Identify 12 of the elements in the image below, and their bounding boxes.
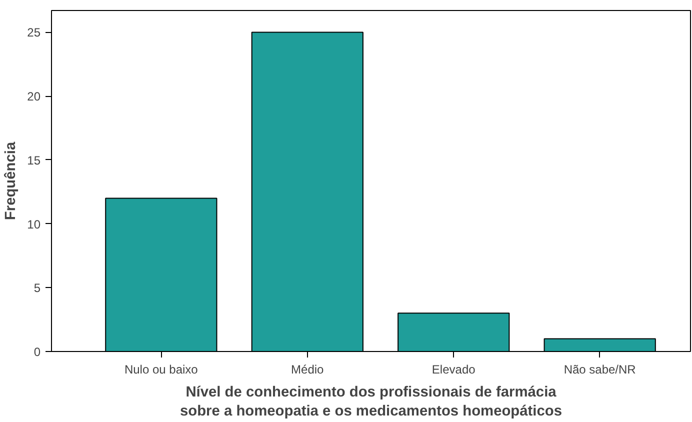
x-tick-label: Elevado <box>432 362 476 376</box>
y-tick-label: 25 <box>27 26 41 40</box>
x-axis-title: Nível de conhecimento dos profissionais de farmácia sobre a homeopatia e os medicamentos homeopáticos <box>180 384 562 420</box>
x-tick-label: Não sabe/NR <box>564 362 636 376</box>
y-tick-label: 15 <box>27 153 41 168</box>
y-tick-label: 0 <box>34 345 41 359</box>
x-tick-label: Nulo ou baixo <box>124 362 198 376</box>
y-tick-label: 10 <box>27 217 41 232</box>
y-tick-label: 5 <box>34 281 41 296</box>
y-tick-label: 20 <box>27 90 41 104</box>
y-axis-title: Frequência <box>3 141 20 220</box>
x-tick-label: Médio <box>291 362 324 376</box>
